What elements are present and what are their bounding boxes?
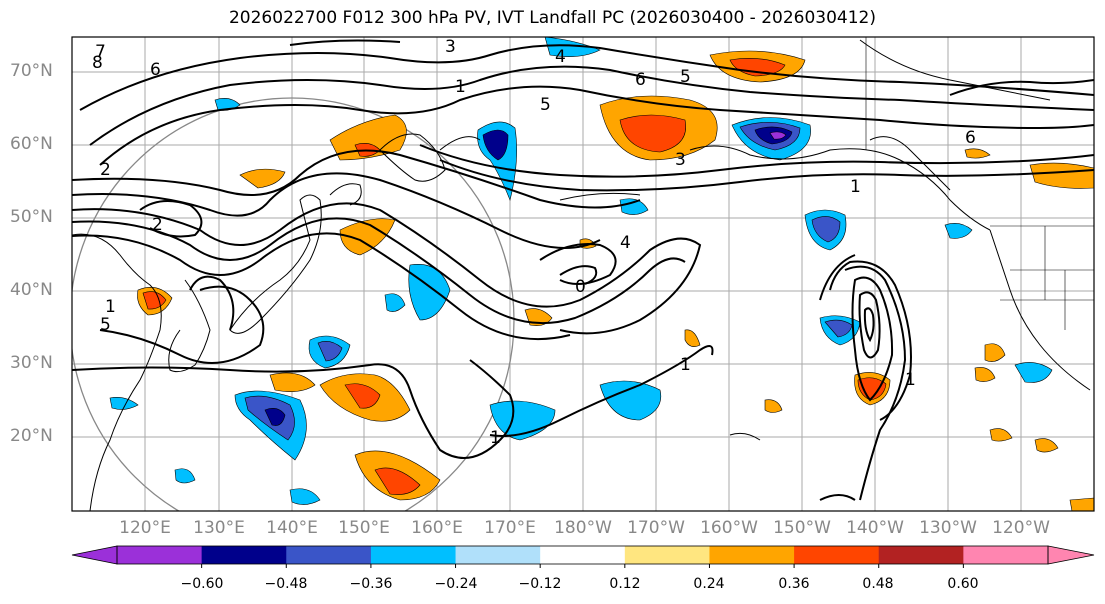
contour-label: 2 — [100, 160, 111, 180]
plot-frame — [71, 36, 1095, 512]
contour-label: 1 — [105, 297, 116, 317]
lon-label-170w: 170°W — [627, 518, 685, 538]
colorbar-segment — [370, 546, 457, 564]
contour-label: 1 — [490, 428, 501, 448]
colorbar-tick: 0.48 — [862, 576, 894, 592]
lon-label-150w: 150°W — [773, 518, 831, 538]
colorbar-segment — [624, 546, 710, 564]
contour-label: 1 — [850, 177, 861, 197]
contour-label: 6 — [965, 128, 976, 148]
colorbar-segment — [878, 546, 964, 564]
colorbar-segment — [201, 546, 287, 564]
contour-label: 3 — [675, 150, 686, 170]
contour-label: 3 — [445, 37, 456, 57]
contour-label: 1 — [455, 77, 466, 97]
colorbar-tick: 0.24 — [693, 576, 725, 592]
colorbar-tick: −0.12 — [518, 576, 562, 592]
lat-label-60n: 60°N — [10, 134, 53, 154]
colorbar-segment — [455, 546, 541, 564]
pv-contours — [72, 39, 1094, 501]
lon-label-120e: 120°E — [119, 518, 171, 538]
colorbar — [71, 545, 1095, 568]
colorbar-segment — [963, 546, 1049, 564]
colorbar-segment — [709, 546, 795, 564]
negative-anomalies — [109, 37, 1053, 505]
contour-label: 5 — [680, 67, 691, 87]
colorbar-tick: 0.12 — [609, 576, 641, 592]
contour-label: 1 — [905, 370, 916, 390]
lon-label-150e: 150°E — [338, 518, 390, 538]
map-title: 2026022700 F012 300 hPa PV, IVT Landfall… — [228, 8, 876, 28]
lat-label-40n: 40°N — [10, 280, 53, 300]
contour-label: 7 — [95, 42, 106, 62]
lon-label-120w: 120°W — [992, 518, 1050, 538]
coastlines — [72, 39, 1091, 511]
contour-label: 1 — [680, 355, 691, 375]
lat-label-50n: 50°N — [10, 207, 53, 227]
contour-label: 5 — [100, 315, 111, 335]
lat-label-70n: 70°N — [10, 61, 53, 81]
political-borders — [865, 37, 1094, 330]
lon-label-130w: 130°W — [919, 518, 977, 538]
colorbar-tick: −0.24 — [434, 576, 478, 592]
contour-label: 4 — [620, 233, 631, 253]
colorbar-extend-min — [71, 545, 118, 565]
lon-label-140e: 140°E — [266, 518, 318, 538]
contour-label: 8 — [92, 53, 103, 73]
lon-label-140w: 140°W — [846, 518, 904, 538]
colorbar-extend-max — [1047, 545, 1095, 565]
lon-label-160e: 160°E — [411, 518, 463, 538]
colorbar-segment — [286, 546, 372, 564]
colorbar-segment — [117, 546, 203, 564]
lat-label-20n: 20°N — [10, 426, 53, 446]
colorbar-segment — [794, 546, 880, 564]
contour-label: 2 — [152, 215, 163, 235]
colorbar-frame — [116, 545, 1049, 565]
lon-label-130e: 130°E — [193, 518, 245, 538]
colorbar-tick: 0.60 — [947, 576, 979, 592]
lon-label-160w: 160°W — [700, 518, 758, 538]
colorbar-tick: −0.48 — [264, 576, 308, 592]
colorbar-tick: −0.60 — [180, 576, 224, 592]
contour-label: 5 — [540, 95, 551, 115]
lon-label-180w: 180°W — [554, 518, 612, 538]
lat-label-30n: 30°N — [10, 353, 53, 373]
colorbar-segment — [540, 546, 626, 564]
contour-label: 4 — [555, 47, 566, 67]
colorbar-tick: −0.36 — [349, 576, 393, 592]
positive-anomalies — [137, 50, 1094, 511]
radius-circle — [72, 97, 515, 511]
contour-label: 6 — [150, 60, 161, 80]
contour-label: 0 — [575, 277, 586, 297]
colorbar-tick: 0.36 — [778, 576, 810, 592]
contour-label: 6 — [635, 70, 646, 90]
lon-label-170e: 170°E — [484, 518, 536, 538]
